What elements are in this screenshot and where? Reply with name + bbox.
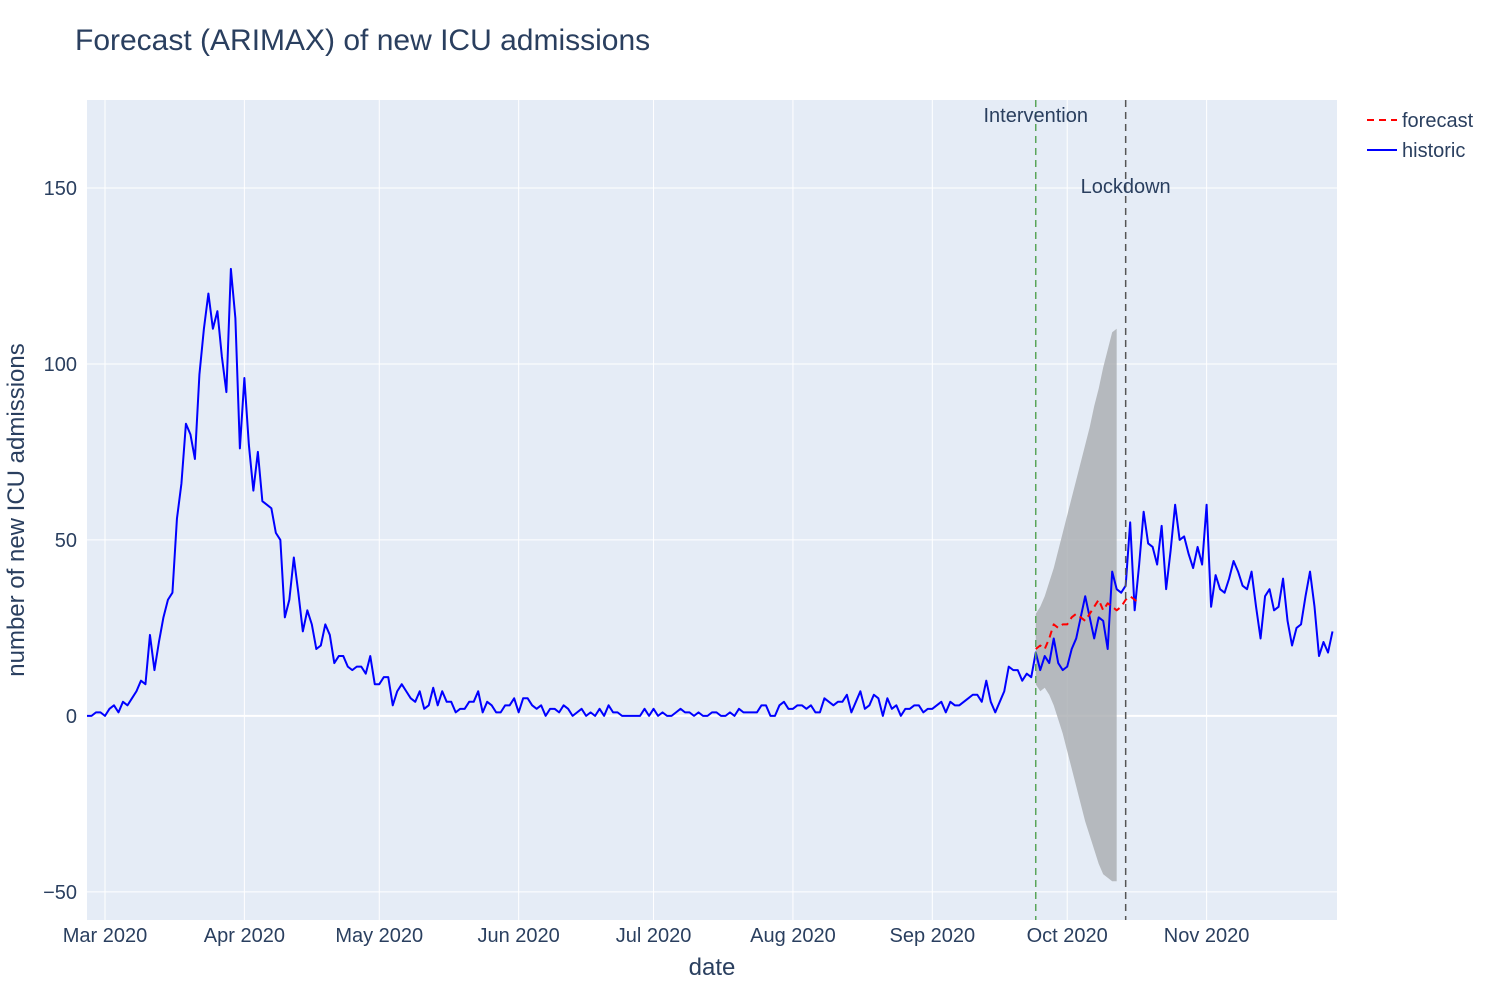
confidence-band <box>1035 328 1117 882</box>
lockdown-label: Lockdown <box>1081 176 1171 198</box>
y-tick-label: 150 <box>44 178 77 200</box>
y-tick-label: 0 <box>66 706 77 728</box>
tick-layer: Mar 2020 Apr 2020 May 2020 Jun 2020 Jul 2020… <box>43 178 1249 947</box>
x-tick-label: Jul 2020 <box>616 925 692 947</box>
legend-label-forecast: forecast <box>1402 110 1474 132</box>
x-tick-label: Jun 2020 <box>478 925 560 947</box>
x-tick-label: May 2020 <box>335 925 423 947</box>
confidence-band-layer <box>1035 328 1117 882</box>
x-tick-label: Mar 2020 <box>63 925 148 947</box>
legend-item-historic[interactable]: historic <box>1367 140 1465 162</box>
plot-area <box>87 100 1337 920</box>
grid-layer <box>87 100 1337 920</box>
x-tick-label: Aug 2020 <box>750 925 836 947</box>
legend[interactable]: forecast historic <box>1367 110 1474 162</box>
x-axis-title: date <box>689 954 736 981</box>
x-tick-label: Nov 2020 <box>1164 925 1250 947</box>
chart-title: Forecast (ARIMAX) of new ICU admissions <box>75 24 650 57</box>
y-tick-label: −50 <box>43 882 77 904</box>
legend-label-historic: historic <box>1402 140 1465 162</box>
x-tick-label: Apr 2020 <box>204 925 285 947</box>
intervention-label: Intervention <box>983 105 1088 127</box>
legend-item-forecast[interactable]: forecast <box>1367 110 1474 132</box>
y-tick-label: 100 <box>44 354 77 376</box>
y-axis-title: number of new ICU admissions <box>3 343 30 676</box>
x-tick-label: Sep 2020 <box>890 925 976 947</box>
vline-layer: Intervention Lockdown <box>983 100 1171 920</box>
x-tick-label: Oct 2020 <box>1027 925 1108 947</box>
y-tick-label: 50 <box>55 530 77 552</box>
